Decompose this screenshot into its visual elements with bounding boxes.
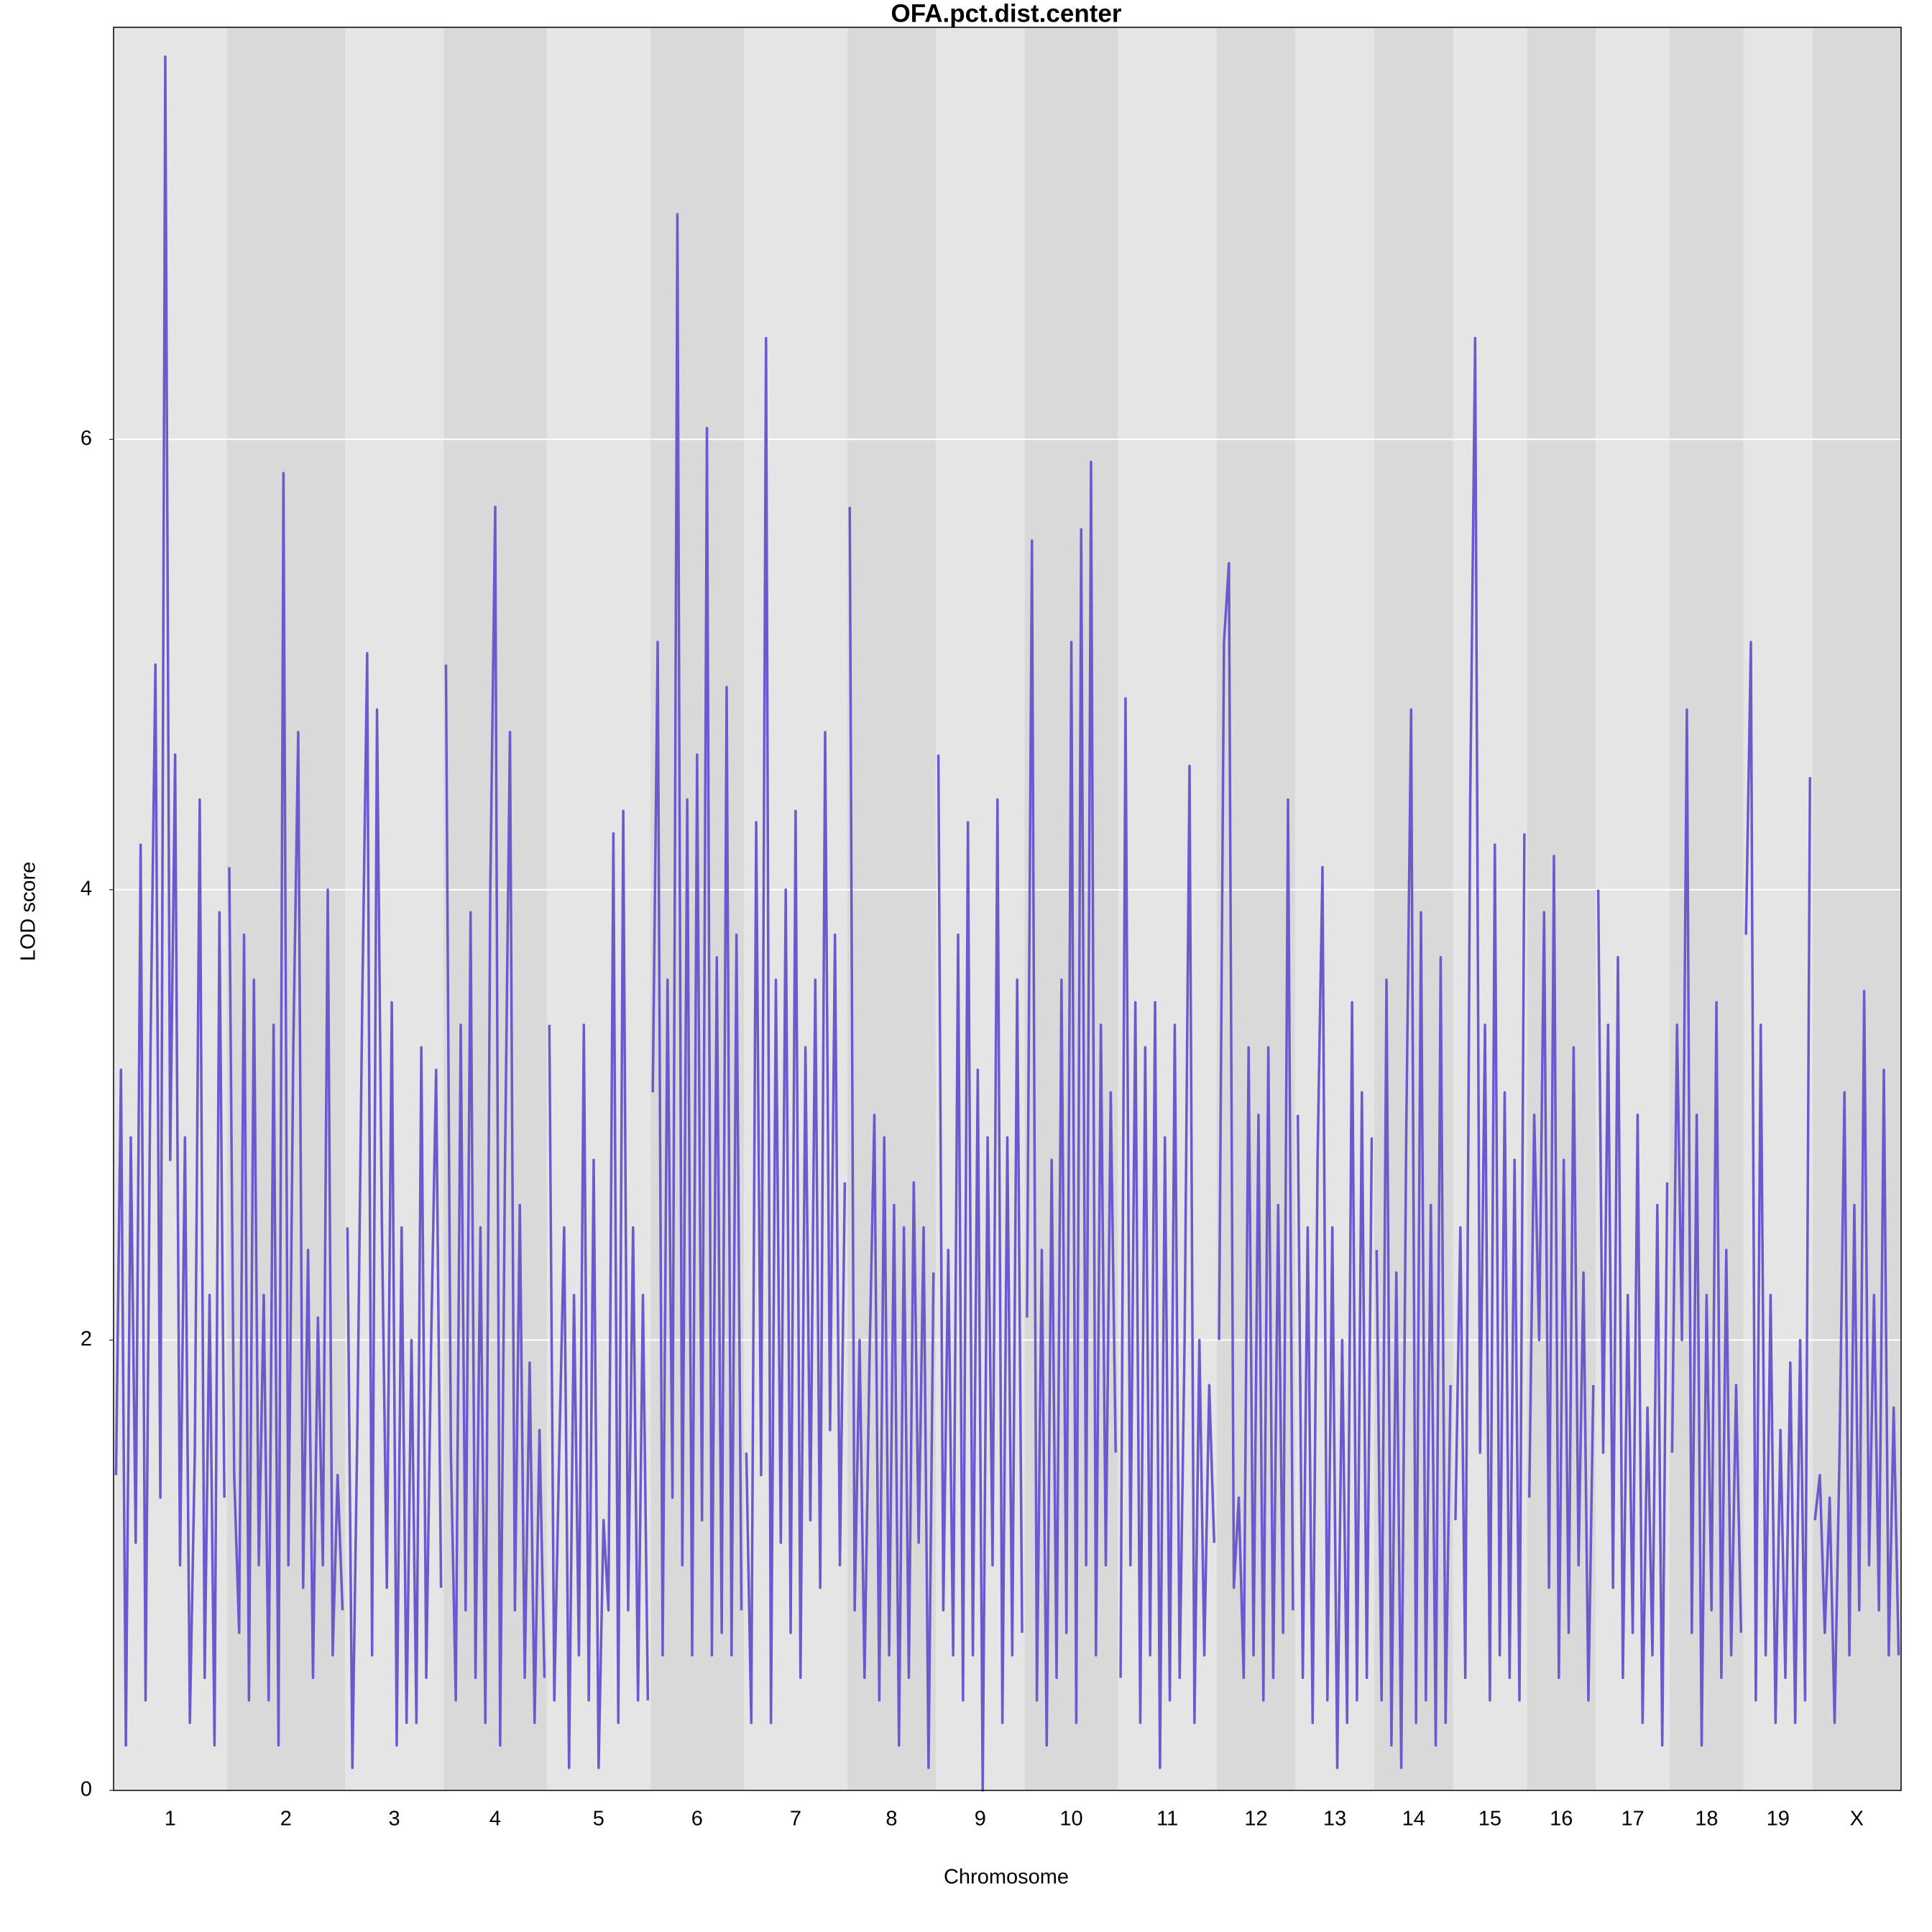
- lod-line: [1454, 336, 1526, 1702]
- x-tick-label: 14: [1402, 1808, 1425, 1831]
- lod-line: [1119, 696, 1215, 1770]
- x-tick-label: 7: [790, 1808, 801, 1831]
- lod-line: [444, 505, 546, 1747]
- x-tick-label: 6: [691, 1808, 703, 1831]
- x-tick-label: 12: [1244, 1808, 1267, 1831]
- x-tick-label: 2: [280, 1808, 292, 1831]
- lod-line: [1026, 460, 1117, 1747]
- lod-line: [1596, 889, 1669, 1747]
- y-tick-label: 4: [80, 878, 92, 901]
- lod-line: [1375, 708, 1452, 1770]
- lod-line: [1670, 708, 1743, 1747]
- lod-line: [548, 809, 650, 1770]
- lod-line: [114, 55, 226, 1747]
- x-axis-label: Chromosome: [944, 1866, 1069, 1889]
- x-tick-label: 16: [1550, 1808, 1573, 1831]
- lod-line: [1813, 990, 1900, 1724]
- lod-line: [651, 213, 743, 1657]
- y-axis-label: LOD score: [17, 862, 40, 962]
- lod-line: [1744, 640, 1811, 1724]
- lod-line: [1218, 561, 1294, 1702]
- x-tick-label: 1: [165, 1808, 176, 1831]
- plot-frame: [113, 27, 1902, 1791]
- x-tick-label: 8: [886, 1808, 897, 1831]
- x-tick-label: 17: [1621, 1808, 1644, 1831]
- x-tick-label: 13: [1323, 1808, 1346, 1831]
- x-tick-label: 10: [1059, 1808, 1082, 1831]
- y-tick-label: 6: [80, 427, 92, 450]
- chromosome-band: [1596, 27, 1670, 1790]
- x-tick-label: 11: [1156, 1808, 1178, 1831]
- y-tick-label: 0: [80, 1778, 92, 1801]
- lod-line: [848, 507, 935, 1770]
- x-tick-label: 4: [489, 1808, 501, 1831]
- chromosome-band: [1374, 27, 1453, 1790]
- x-tick-label: X: [1850, 1808, 1864, 1831]
- x-tick-label: 5: [593, 1808, 604, 1831]
- x-tick-label: 15: [1478, 1808, 1501, 1831]
- lod-line: [937, 754, 1024, 1792]
- y-tick-label: 2: [80, 1328, 92, 1351]
- chromosome-band: [546, 27, 650, 1790]
- x-tick-label: 9: [975, 1808, 986, 1831]
- x-tick-label: 19: [1767, 1808, 1790, 1831]
- lod-line: [228, 472, 344, 1747]
- lod-line: [1296, 865, 1374, 1770]
- lod-line: [745, 336, 847, 1724]
- chromosome-band: [443, 27, 547, 1790]
- lod-line: [346, 652, 443, 1770]
- chromosome-band: [1669, 27, 1744, 1790]
- chart-title: OFA.pct.dist.center: [891, 0, 1122, 27]
- x-tick-label: 3: [388, 1808, 400, 1831]
- x-tick-label: 18: [1695, 1808, 1718, 1831]
- lod-line: [1527, 855, 1595, 1702]
